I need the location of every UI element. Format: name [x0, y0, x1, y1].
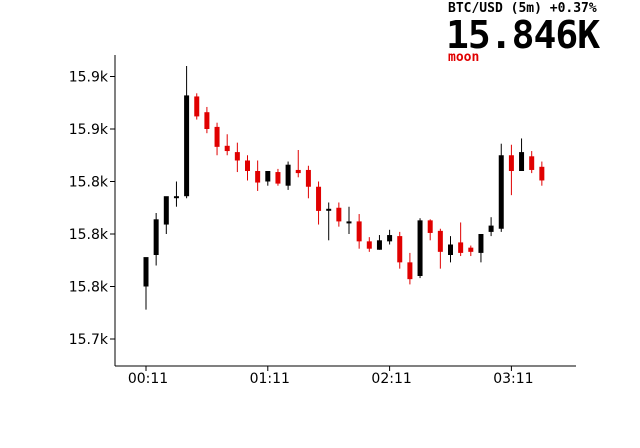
candle [478, 234, 484, 263]
candle-body [163, 196, 169, 225]
candle-body [346, 221, 352, 224]
candle-body [336, 207, 342, 222]
candle-body [498, 155, 504, 229]
candle-body [508, 155, 514, 171]
candle-body [448, 244, 453, 255]
candle [407, 252, 413, 285]
candle [285, 161, 291, 190]
y-tick-label: 15.8k [69, 227, 109, 243]
candle-body [519, 152, 525, 171]
candle-body [468, 247, 474, 252]
candle [275, 168, 281, 186]
x-ticks: 00:11 01:11 02:11 03:11 [128, 366, 534, 387]
candle-body [326, 208, 332, 211]
candle [204, 106, 210, 134]
candle [173, 181, 179, 207]
candle [539, 161, 545, 186]
candle-body [224, 145, 230, 152]
candle [498, 143, 504, 232]
candle-body [366, 241, 372, 249]
sentiment-tag: moon [448, 50, 479, 65]
y-tick-label: 15.9k [69, 122, 109, 138]
current-price: 15.846K [446, 13, 600, 57]
candle-body [387, 235, 393, 242]
candle-body [407, 262, 413, 280]
candle [529, 151, 535, 174]
candle-body [458, 242, 464, 253]
candle [356, 214, 362, 249]
x-tick-label: 02:11 [371, 371, 411, 387]
candle-body [437, 230, 443, 252]
y-tick-label: 15.7k [69, 332, 109, 348]
candle [153, 213, 159, 266]
candle-body [427, 220, 433, 233]
candle-body [316, 186, 322, 211]
candle-body [488, 225, 494, 232]
candle-body [539, 166, 545, 181]
candle [295, 150, 301, 178]
candle [224, 134, 230, 156]
candle-body [214, 126, 220, 147]
candle-body [529, 156, 535, 170]
candle [448, 236, 453, 263]
candle-body [285, 164, 291, 186]
candle [336, 202, 342, 227]
candle-body [356, 221, 362, 242]
candle [234, 142, 240, 173]
candle-body [417, 220, 423, 276]
candle [163, 196, 169, 234]
candles [143, 66, 545, 310]
candle [184, 66, 190, 199]
candle-body [143, 257, 149, 287]
candle [245, 155, 250, 181]
candle-body [245, 160, 250, 171]
x-tick-label: 01:11 [250, 371, 290, 387]
candle [255, 160, 261, 191]
candle-body [173, 196, 179, 199]
candle-body [153, 219, 159, 255]
candle [488, 217, 494, 237]
candle-body [376, 240, 382, 250]
candle-body [305, 169, 311, 187]
candle [326, 202, 332, 241]
candle-body [184, 95, 190, 197]
candle [265, 171, 271, 186]
candle-body [397, 236, 403, 263]
candle [508, 144, 514, 196]
header: BTC/USD (5m) +0.37% 15.846K moon [446, 1, 601, 65]
candle [397, 231, 403, 269]
x-tick-label: 00:11 [128, 371, 168, 387]
x-tick-label: 03:11 [493, 371, 533, 387]
candle-body [234, 152, 240, 161]
candle [519, 138, 525, 171]
candle [214, 122, 220, 156]
candle [427, 219, 433, 241]
candle-body [265, 171, 271, 182]
candle-body [204, 112, 210, 129]
candle [387, 229, 393, 245]
axes [114, 55, 576, 367]
candle-body [194, 96, 200, 117]
y-ticks: 15.7k 15.8k 15.8k 15.8k 15.9k 15.9k [69, 70, 115, 348]
candle [437, 228, 443, 269]
candle-body [275, 172, 281, 184]
candle [376, 235, 382, 250]
candle [194, 93, 200, 120]
y-tick-label: 15.8k [69, 280, 109, 296]
candle-body [295, 169, 301, 174]
candle [143, 257, 149, 310]
candle [458, 222, 464, 257]
pair-label: BTC/USD (5m) +0.37% [448, 1, 597, 16]
y-tick-label: 15.8k [69, 175, 109, 191]
candle-body [478, 234, 484, 253]
candle-body [255, 171, 261, 183]
candle [468, 245, 474, 257]
candle [346, 206, 352, 234]
candle [316, 181, 322, 225]
y-tick-label: 15.9k [69, 70, 109, 86]
candle [366, 237, 372, 252]
candle [417, 218, 423, 279]
candle [305, 165, 311, 199]
